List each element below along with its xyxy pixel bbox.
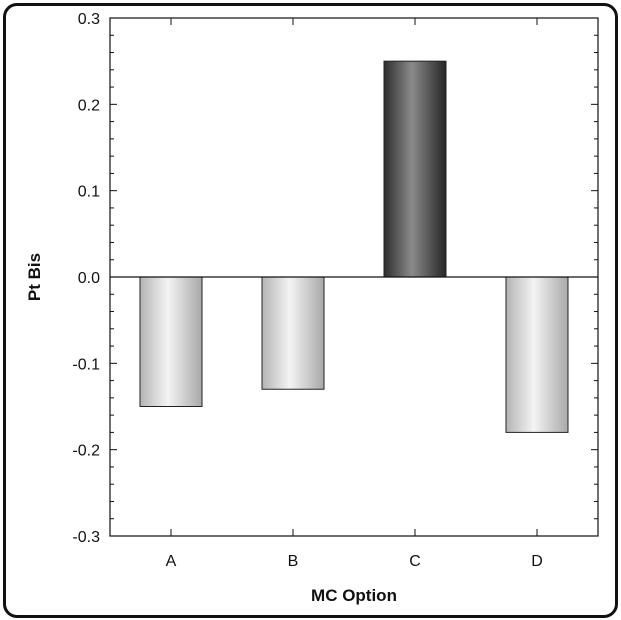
y-tick-label: -0.1 — [72, 356, 100, 373]
y-tick-label: 0.3 — [78, 11, 100, 28]
y-axis-ticks: -0.3 -0.2 -0.1 0.0 0.1 0.2 0.3 — [72, 11, 598, 546]
bar-d — [505, 276, 569, 433]
x-tick-label-d: D — [531, 553, 543, 570]
y-tick-label: 0.2 — [78, 97, 100, 114]
x-axis-title: MC Option — [311, 586, 397, 605]
y-tick-label: 0.1 — [78, 184, 100, 201]
bar-a — [139, 276, 203, 407]
y-axis-title: Pt Bis — [25, 253, 44, 301]
x-tick-label-b: B — [288, 553, 299, 570]
x-axis-ticks: A B C D — [166, 18, 543, 570]
y-tick-label: -0.3 — [72, 529, 100, 546]
y-tick-label: 0.0 — [78, 270, 100, 287]
y-tick-label: -0.2 — [72, 443, 100, 460]
x-tick-label-a: A — [166, 553, 177, 570]
x-tick-label-c: C — [409, 553, 421, 570]
bar-group — [139, 60, 569, 433]
bar-c — [383, 60, 447, 278]
bar-b — [261, 276, 325, 390]
